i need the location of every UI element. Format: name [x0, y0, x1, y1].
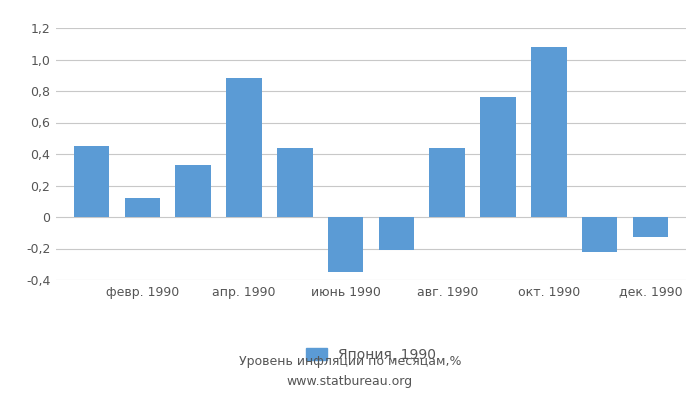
Text: Уровень инфляции по месяцам,%: Уровень инфляции по месяцам,%	[239, 356, 461, 368]
Legend: Япония, 1990: Япония, 1990	[300, 342, 442, 368]
Bar	[125, 198, 160, 217]
Bar	[480, 97, 516, 217]
Bar	[74, 146, 109, 217]
Text: www.statbureau.org: www.statbureau.org	[287, 376, 413, 388]
Bar	[328, 217, 363, 272]
Bar	[429, 148, 465, 217]
Bar	[633, 217, 668, 238]
Bar	[531, 47, 566, 217]
Bar	[176, 165, 211, 217]
Bar	[277, 148, 313, 217]
Bar	[582, 217, 617, 252]
Bar	[379, 217, 414, 250]
Bar	[226, 78, 262, 217]
